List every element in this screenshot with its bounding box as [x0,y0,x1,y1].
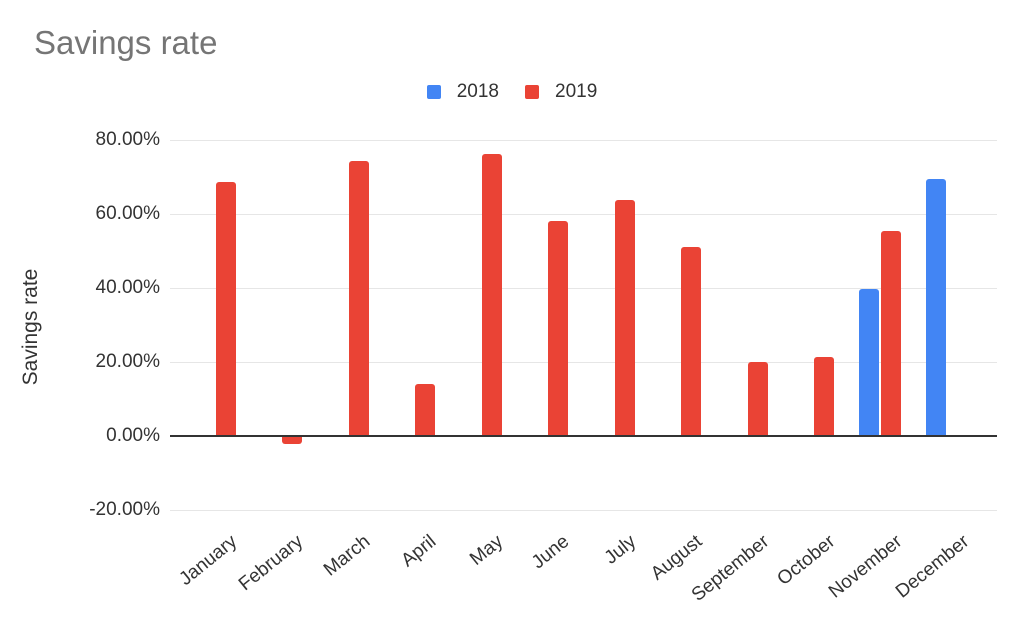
legend-swatch-2018-icon [426,85,441,99]
bar-2019-january[interactable] [215,182,236,436]
gridline-20 [170,362,997,364]
bar-2019-july[interactable] [614,199,635,436]
bar-2019-april[interactable] [415,383,436,436]
gridline-0 [170,435,997,437]
gridline--20 [170,509,997,511]
bar-2019-june[interactable] [548,221,569,436]
y-tick-label-80: 80.00% [95,129,160,151]
bar-2019-august[interactable] [681,246,702,436]
legend-label-2019: 2019 [555,81,598,102]
y-tick-label-20: 20.00% [95,351,160,373]
y-tick-label--20: -20.00% [89,498,160,520]
legend-item-2019[interactable]: 2019 [525,81,597,103]
bar-2018-november[interactable] [859,288,879,436]
gridline-40 [170,288,997,290]
bar-2019-november[interactable] [881,230,901,436]
y-tick-label-40: 40.00% [95,277,160,299]
bar-2019-february[interactable] [282,436,303,445]
bar-2019-march[interactable] [348,160,369,436]
gridline-80 [170,140,997,142]
gridline-60 [170,214,997,216]
chart-title: Savings rate [34,24,218,61]
y-tick-label-0: 0.00% [106,425,160,446]
bar-2019-september[interactable] [747,362,768,436]
legend: 2018 2019 [0,81,1024,103]
bar-2019-october[interactable] [814,356,835,436]
bar-2018-december[interactable] [925,179,946,436]
legend-label-2018: 2018 [456,81,499,102]
legend-item-2018[interactable]: 2018 [426,81,499,103]
y-tick-label-60: 60.00% [95,203,160,225]
legend-swatch-2019-icon [525,85,539,99]
bar-2019-may[interactable] [481,154,502,436]
